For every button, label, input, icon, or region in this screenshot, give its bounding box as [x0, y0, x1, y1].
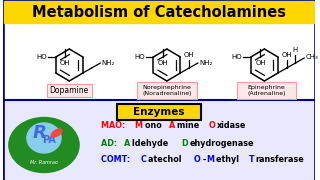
FancyBboxPatch shape	[47, 84, 92, 97]
FancyBboxPatch shape	[117, 104, 201, 120]
Text: mine: mine	[177, 122, 202, 130]
Text: atechol: atechol	[148, 156, 184, 165]
Bar	[5, 23, 313, 99]
Text: -: -	[202, 156, 205, 165]
Text: OH: OH	[60, 60, 71, 66]
Text: A: A	[124, 138, 131, 147]
Text: OH: OH	[158, 60, 168, 66]
Text: M: M	[206, 156, 214, 165]
Text: Enzymes: Enzymes	[133, 107, 185, 117]
Text: NH₂: NH₂	[101, 60, 115, 66]
Text: Metabolism of Catecholamines: Metabolism of Catecholamines	[32, 5, 286, 20]
Text: HO: HO	[36, 54, 47, 60]
Text: HO: HO	[134, 54, 145, 60]
Text: ehydrogenase: ehydrogenase	[189, 138, 254, 147]
Text: AD:: AD:	[100, 138, 119, 147]
Text: xidase: xidase	[217, 122, 246, 130]
Text: O: O	[208, 122, 215, 130]
Text: OH: OH	[255, 60, 266, 66]
FancyBboxPatch shape	[237, 82, 296, 99]
Text: MAO:: MAO:	[100, 122, 128, 130]
Ellipse shape	[9, 118, 79, 172]
Text: H: H	[293, 47, 298, 53]
Text: NH₂: NH₂	[199, 60, 212, 66]
Bar	[5, 101, 313, 179]
Text: A: A	[169, 122, 175, 130]
Text: Norepinephrine
(Noradrenaline): Norepinephrine (Noradrenaline)	[142, 85, 192, 96]
Text: O: O	[194, 156, 200, 165]
Text: OH: OH	[281, 52, 292, 58]
Text: D: D	[181, 138, 188, 147]
Text: CH₃: CH₃	[305, 54, 318, 60]
Text: ono: ono	[145, 122, 164, 130]
Text: OH: OH	[184, 52, 195, 58]
Text: ldehyde: ldehyde	[132, 138, 171, 147]
FancyBboxPatch shape	[137, 82, 197, 99]
Text: ethyl: ethyl	[216, 156, 242, 165]
Ellipse shape	[52, 129, 62, 137]
Ellipse shape	[27, 123, 61, 153]
Text: T: T	[249, 156, 254, 165]
Text: ransferase: ransferase	[256, 156, 305, 165]
Text: C: C	[141, 156, 147, 165]
Text: R: R	[32, 124, 46, 142]
Text: HO: HO	[231, 54, 242, 60]
Text: M: M	[134, 122, 142, 130]
Text: Epinephrine
(Adrenaline): Epinephrine (Adrenaline)	[247, 85, 285, 96]
Bar	[4, 1, 314, 23]
Text: COMT:: COMT:	[100, 156, 132, 165]
Text: Mr. Ramrao: Mr. Ramrao	[30, 159, 58, 165]
Text: PA: PA	[42, 135, 56, 145]
Text: Dopamine: Dopamine	[50, 86, 89, 95]
